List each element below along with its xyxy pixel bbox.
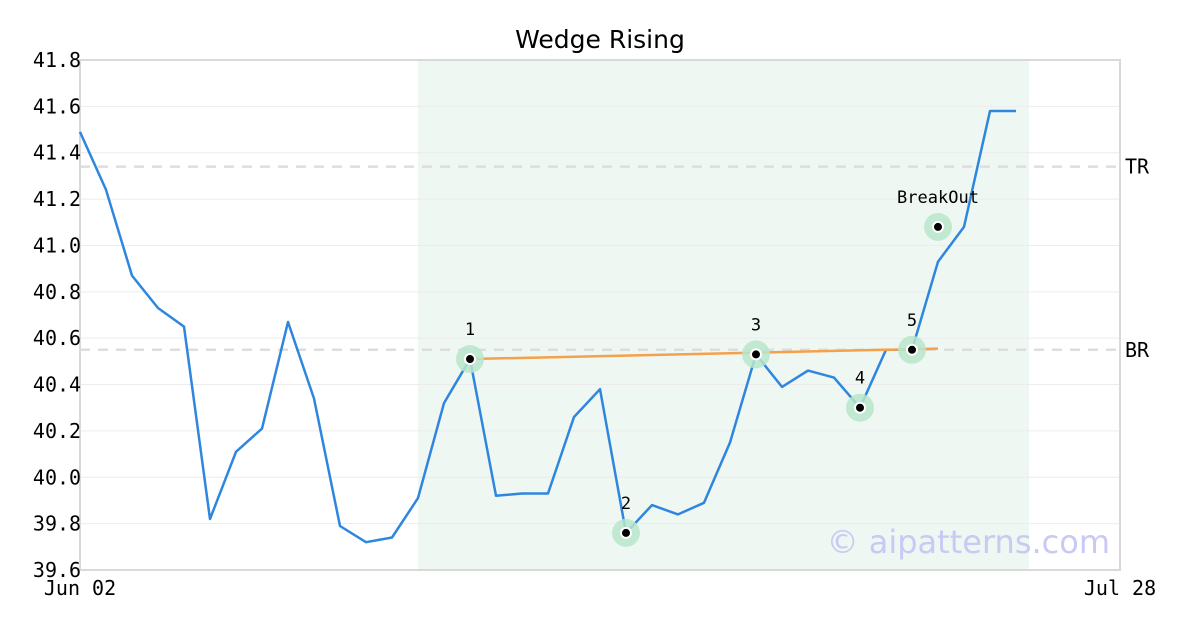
watermark: © aipatterns.com [827, 523, 1110, 561]
trendline [469, 347, 939, 361]
point-marker [464, 353, 476, 366]
y-tick-label: 40.4 [33, 373, 81, 397]
point-marker [906, 343, 918, 356]
point-label: 3 [751, 315, 761, 335]
y-tick-label: 40.8 [33, 280, 81, 304]
point-label: 1 [465, 320, 475, 340]
point-label: 5 [907, 311, 917, 331]
x-tick-label: Jun 02 [44, 576, 116, 600]
plot-frame [79, 59, 1121, 571]
pattern-points: 1 2 3 4 5 BreakOut [456, 188, 979, 547]
y-axis: 39.6 39.8 40.0 40.2 40.4 40.6 40.8 41.0 41.2 41.4… [33, 48, 81, 582]
y-tick-label: 41.8 [33, 48, 81, 72]
x-tick-label: Jul 28 [1084, 576, 1156, 600]
y-tick-label: 40.0 [33, 465, 81, 489]
pattern-region [418, 60, 1029, 570]
y-tick-label: 40.2 [33, 419, 81, 443]
y-tick-label: 41.6 [33, 94, 81, 118]
y-tick-label: 39.8 [33, 512, 81, 536]
level-label: BR [1125, 338, 1150, 362]
y-tick-label: 41.4 [33, 141, 81, 165]
grid [80, 59, 1120, 571]
point-marker [932, 220, 944, 233]
point-marker [854, 401, 866, 414]
chart-title: Wedge Rising [515, 25, 685, 54]
x-axis: Jun 02 Jul 28 [44, 576, 1156, 600]
level-lines: TR BR [80, 155, 1150, 362]
point-marker [750, 348, 762, 361]
y-tick-label: 39.6 [33, 558, 81, 582]
y-tick-label: 41.2 [33, 187, 81, 211]
y-tick-label: 40.6 [33, 326, 81, 350]
point-marker [620, 526, 632, 539]
point-label: BreakOut [897, 188, 979, 208]
y-tick-label: 41.0 [33, 233, 81, 257]
point-label: 4 [855, 369, 865, 389]
level-label: TR [1125, 155, 1150, 179]
point-label: 2 [621, 494, 631, 514]
